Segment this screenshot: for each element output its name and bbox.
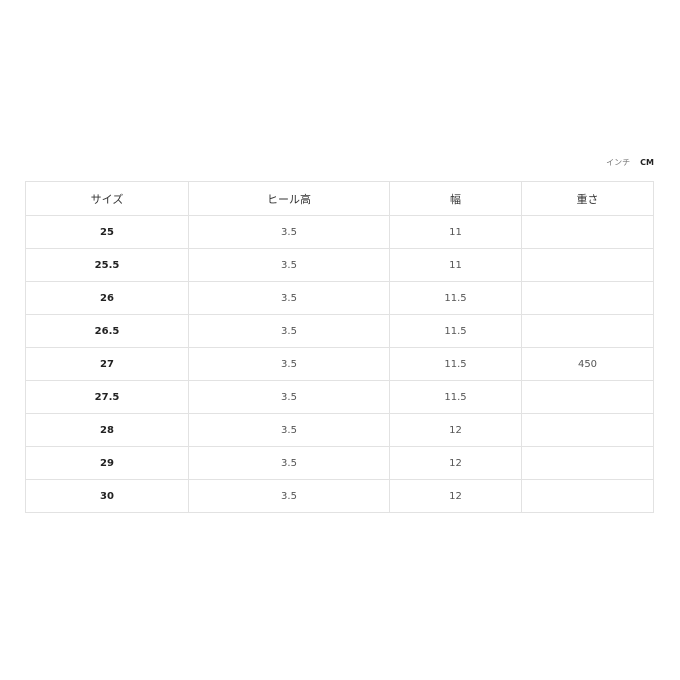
- size-cell: 29: [25, 446, 189, 480]
- weight-cell: [521, 248, 654, 282]
- table-row: 30 3.5 12: [25, 479, 654, 513]
- unit-toggle: インチ CM: [606, 157, 654, 168]
- table-header-row: サイズ ヒール高 幅 重さ: [25, 181, 654, 216]
- table-row: 28 3.5 12: [25, 413, 654, 447]
- table-row: 25.5 3.5 11: [25, 248, 654, 282]
- heel-height-cell: 3.5: [188, 314, 390, 348]
- heel-height-cell: 3.5: [188, 248, 390, 282]
- weight-cell: [521, 479, 654, 513]
- table-row: 27.5 3.5 11.5: [25, 380, 654, 414]
- width-cell: 11.5: [389, 314, 522, 348]
- header-heel-height: ヒール高: [188, 181, 390, 216]
- table-row: 25 3.5 11: [25, 215, 654, 249]
- width-cell: 11.5: [389, 380, 522, 414]
- size-cell: 26: [25, 281, 189, 315]
- unit-cm-button[interactable]: CM: [640, 158, 654, 167]
- size-cell: 26.5: [25, 314, 189, 348]
- width-cell: 12: [389, 446, 522, 480]
- width-cell: 11.5: [389, 281, 522, 315]
- size-cell: 25.5: [25, 248, 189, 282]
- weight-cell: [521, 215, 654, 249]
- heel-height-cell: 3.5: [188, 479, 390, 513]
- header-width: 幅: [389, 181, 522, 216]
- header-size: サイズ: [25, 181, 189, 216]
- heel-height-cell: 3.5: [188, 215, 390, 249]
- width-cell: 11.5: [389, 347, 522, 381]
- header-weight: 重さ: [521, 181, 654, 216]
- size-cell: 27: [25, 347, 189, 381]
- table-row: 29 3.5 12: [25, 446, 654, 480]
- heel-height-cell: 3.5: [188, 347, 390, 381]
- unit-inch-button[interactable]: インチ: [606, 158, 631, 167]
- weight-cell: [521, 380, 654, 414]
- heel-height-cell: 3.5: [188, 413, 390, 447]
- size-cell: 27.5: [25, 380, 189, 414]
- weight-cell: [521, 281, 654, 315]
- weight-cell: [521, 314, 654, 348]
- width-cell: 11: [389, 248, 522, 282]
- width-cell: 11: [389, 215, 522, 249]
- weight-cell: [521, 413, 654, 447]
- table-row: 26 3.5 11.5: [25, 281, 654, 315]
- size-table: サイズ ヒール高 幅 重さ 25 3.5 11 25.5 3.5 11 26 3.5 11.5 2…: [25, 181, 654, 513]
- heel-height-cell: 3.5: [188, 446, 390, 480]
- heel-height-cell: 3.5: [188, 380, 390, 414]
- heel-height-cell: 3.5: [188, 281, 390, 315]
- weight-cell: [521, 446, 654, 480]
- table-row: 26.5 3.5 11.5: [25, 314, 654, 348]
- table-row: 27 3.5 11.5 450: [25, 347, 654, 381]
- size-cell: 25: [25, 215, 189, 249]
- width-cell: 12: [389, 413, 522, 447]
- size-cell: 30: [25, 479, 189, 513]
- size-cell: 28: [25, 413, 189, 447]
- width-cell: 12: [389, 479, 522, 513]
- weight-cell: 450: [521, 347, 654, 381]
